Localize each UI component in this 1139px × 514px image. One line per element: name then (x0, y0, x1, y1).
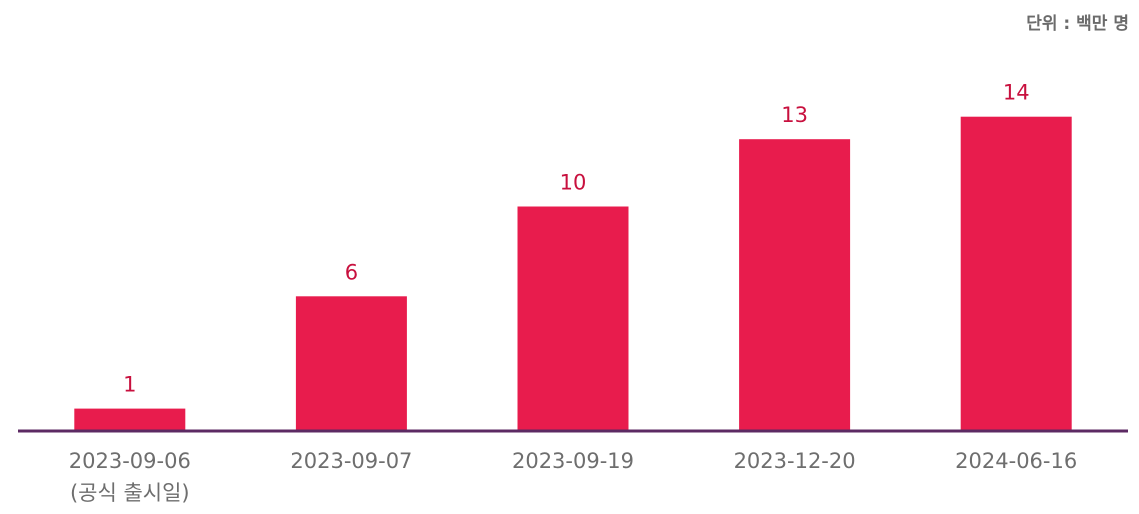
value-label-2023-09-07: 6 (345, 260, 358, 284)
value-labels-group: 1 6 10 13 14 (123, 81, 1029, 397)
tick-label-2023-12-20: 2023-12-20 (734, 449, 856, 473)
tick-label-2024-06-16: 2024-06-16 (955, 449, 1077, 473)
unit-label: 단위 : 백만 명 (1026, 14, 1129, 34)
bar-2023-09-19 (517, 206, 629, 431)
bar-2023-09-07 (295, 296, 407, 431)
value-label-2023-09-19: 10 (560, 171, 587, 195)
bar-2023-12-20 (739, 139, 851, 431)
value-label-2024-06-16: 14 (1003, 81, 1030, 105)
tick-labels-group: 2023-09-06 (공식 출시일) 2023-09-07 2023-09-19 20… (69, 449, 1077, 505)
bar-2024-06-16 (960, 116, 1072, 431)
tick-label-2023-09-06: 2023-09-06 (69, 449, 191, 473)
tick-label-2023-09-07: 2023-09-07 (290, 449, 412, 473)
tick-note-2023-09-06: (공식 출시일) (70, 481, 190, 505)
value-label-2023-12-20: 13 (781, 103, 808, 127)
value-label-2023-09-06: 1 (123, 373, 136, 397)
bars-group (74, 116, 1072, 431)
tick-label-2023-09-19: 2023-09-19 (512, 449, 634, 473)
bar-2023-09-06 (74, 408, 186, 431)
